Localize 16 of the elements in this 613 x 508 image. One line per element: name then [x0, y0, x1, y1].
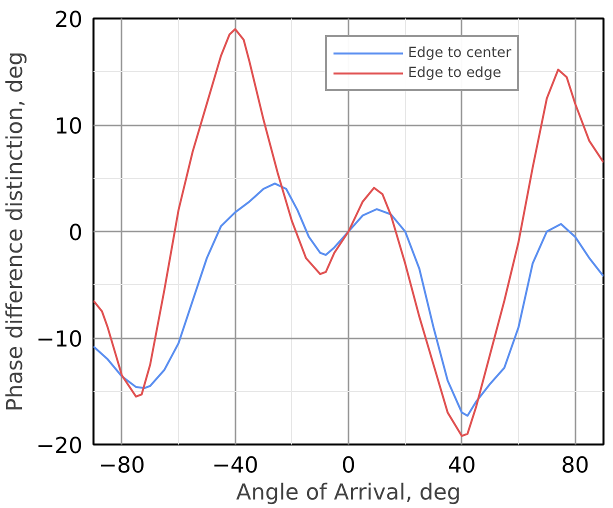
- line-series: [94, 182, 604, 417]
- line-series: [94, 28, 604, 437]
- legend-label: Edge to center: [408, 44, 512, 62]
- y-tick-label: 10: [54, 114, 83, 140]
- y-axis-title: Phase difference distinction, deg: [3, 51, 28, 412]
- x-tick-label: 80: [561, 454, 590, 478]
- x-tick-label: −80: [98, 454, 146, 478]
- x-tick-label: 0: [342, 454, 356, 478]
- y-tick-label: −20: [36, 434, 83, 459]
- x-tick-label: −40: [212, 454, 258, 478]
- y-tick-label: 20: [54, 8, 83, 33]
- x-tick-label: 40: [448, 454, 476, 478]
- y-tick-label: 0: [68, 221, 83, 246]
- legend-label: Edge to edge: [408, 64, 502, 82]
- y-tick-label: −10: [36, 328, 83, 352]
- x-axis-title: Angle of Arrival, deg: [236, 480, 461, 506]
